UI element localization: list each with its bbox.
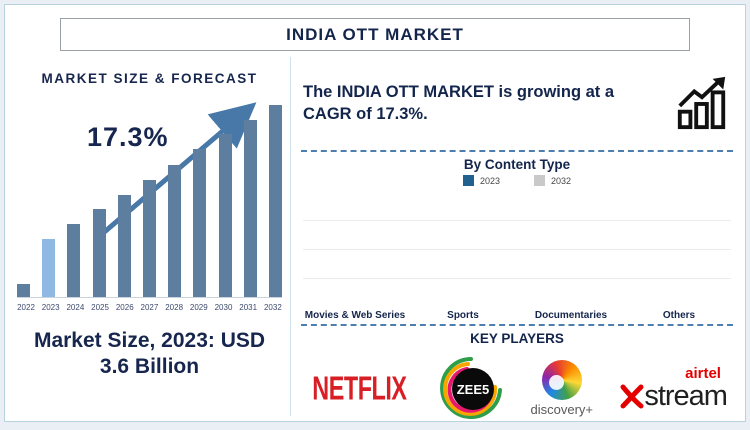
legend-item-2023: 2023 <box>462 175 500 186</box>
category-label: Documentaries <box>534 310 608 321</box>
discovery-wordmark: discovery+ <box>530 401 594 417</box>
panel-divider <box>290 57 291 416</box>
content-type-legend: 2023 2032 <box>301 175 733 186</box>
separator-dashed-bottom <box>301 324 733 326</box>
forecast-bar-2023 <box>42 239 56 297</box>
year-label-2030: 2030 <box>214 303 233 312</box>
year-label-2031: 2031 <box>239 303 258 312</box>
legend-swatch-2023 <box>462 175 474 186</box>
year-label-2029: 2029 <box>189 303 208 312</box>
forecast-bar-2028 <box>168 164 182 297</box>
year-label-2032: 2032 <box>263 303 282 312</box>
year-label-2025: 2025 <box>91 303 109 312</box>
category-label: Movies & Web Series <box>304 310 406 321</box>
forecast-bar-2022 <box>17 283 30 297</box>
market-size-caption: Market Size, 2023: USD 3.6 Billion <box>33 329 266 379</box>
page-title-box: INDIA OTT MARKET <box>60 18 690 51</box>
category-label: Sports <box>447 310 479 321</box>
zee5-wordmark: ZEE5 <box>457 382 490 397</box>
year-label-2024: 2024 <box>66 303 85 312</box>
forecast-bar-2024 <box>67 224 81 297</box>
year-label-2028: 2028 <box>165 303 184 312</box>
forecast-bar-2029 <box>193 149 207 297</box>
discovery-plus-logo: discovery+ <box>530 359 594 417</box>
content-type-title: By Content Type <box>463 157 571 172</box>
forecast-bar-2032 <box>268 105 282 297</box>
airtel-wordmark: airtel <box>685 364 721 382</box>
right-panel: The INDIA OTT MARKET is growing at a CAG… <box>291 53 745 419</box>
forecast-bar-2031 <box>243 120 257 297</box>
legend-label-2023: 2023 <box>479 175 500 186</box>
key-players-logos: NETFLIX ZEE5 <box>301 348 733 424</box>
xstream-x-icon <box>620 384 644 409</box>
xstream-wordmark: stream <box>620 379 728 412</box>
content-type-section: By Content Type 2023 2032 Movies & Web Se… <box>301 157 733 321</box>
forecast-chart: 17.3% 2022 2023 2024 2025 2026 2027 2028 2029 20… <box>15 92 284 314</box>
legend-swatch-2032 <box>534 175 545 186</box>
cagr-label: 17.3% <box>87 122 169 152</box>
growth-note: The INDIA OTT MARKET is growing at a CAG… <box>301 53 733 147</box>
airtel-xstream-logo: airtel stream <box>620 364 728 412</box>
discovery-globe-icon <box>541 359 582 400</box>
content-type-category-labels: Movies & Web Series Sports Documentaries Ot… <box>301 308 733 321</box>
content-type-chart <box>303 192 731 308</box>
key-players-title: KEY PLAYERS <box>470 331 564 346</box>
content: MARKET SIZE & FORECAST 17.3% 2022 2023 202… <box>5 53 745 419</box>
infographic-frame: INDIA OTT MARKET MARKET SIZE & FORECAST … <box>4 4 746 422</box>
forecast-bar-2027 <box>142 179 156 297</box>
category-label: Others <box>662 310 696 321</box>
legend-item-2032: 2032 <box>534 175 571 186</box>
netflix-logo: NETFLIX <box>312 367 407 407</box>
separator-dashed-top <box>301 150 733 152</box>
year-label-2027: 2027 <box>140 303 159 312</box>
zee5-logo: ZEE5 <box>439 356 503 420</box>
forecast-title: MARKET SIZE & FORECAST <box>41 71 258 86</box>
year-label-2026: 2026 <box>115 303 134 312</box>
page-title: INDIA OTT MARKET <box>286 24 464 44</box>
year-label-2022: 2022 <box>17 303 35 312</box>
key-players-section: KEY PLAYERS NETFLIX ZEE5 <box>301 331 733 424</box>
forecast-bar-2030 <box>218 133 232 297</box>
legend-label-2032: 2032 <box>551 175 572 186</box>
growth-chart-icon <box>677 76 726 130</box>
year-label-2023: 2023 <box>41 303 60 312</box>
forecast-bar-2026 <box>117 195 131 297</box>
forecast-bars <box>17 105 283 298</box>
growth-note-text: The INDIA OTT MARKET is growing at a CAG… <box>303 82 615 123</box>
forecast-bar-2025 <box>92 208 106 297</box>
forecast-panel: MARKET SIZE & FORECAST 17.3% 2022 2023 202… <box>5 53 290 416</box>
content-type-groups <box>303 192 731 308</box>
forecast-year-axis: 2022 2023 2024 2025 2026 2027 2028 2029 2030 2031… <box>15 303 284 312</box>
xstream-rest: stream <box>644 379 728 412</box>
